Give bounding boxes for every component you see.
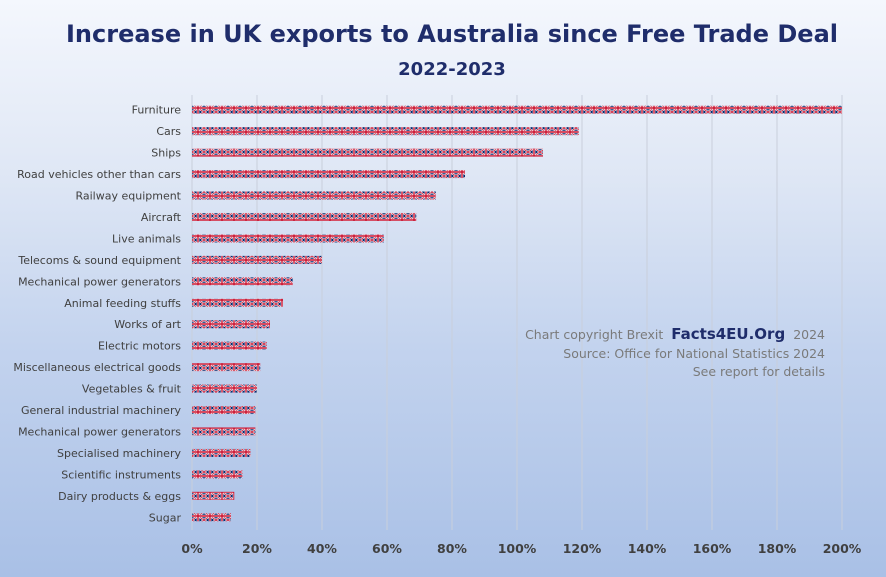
x-tick-labels: 0% 20% 40% 60% 80% 100% 120% 140% 160% 180% 200%: [181, 541, 861, 556]
x-tick-label: 100%: [498, 541, 537, 556]
category-label: Works of art: [114, 318, 181, 331]
category-label: Mechanical power generators: [18, 275, 181, 288]
copyright-prefix: Chart copyright Brexit: [525, 327, 663, 342]
bar: [192, 384, 257, 393]
category-label: Cars: [156, 125, 181, 138]
bar: [192, 406, 256, 415]
bar: [192, 277, 293, 286]
chart-subtitle: 2022-2023: [398, 59, 506, 80]
category-label: Specialised machinery: [57, 447, 181, 460]
chart-title: Increase in UK exports to Australia sinc…: [66, 20, 838, 48]
category-label: Scientific instruments: [61, 468, 181, 481]
copyright-year: 2024: [793, 327, 825, 342]
bars: [192, 105, 842, 522]
x-tick-label: 40%: [307, 541, 337, 556]
source-note: Source: Office for National Statistics 2…: [563, 346, 825, 361]
x-tick-label: 60%: [372, 541, 402, 556]
category-label: Electric motors: [98, 340, 181, 353]
category-label: General industrial machinery: [21, 404, 182, 417]
copyright-note: Chart copyright Brexit Facts4EU.Org 2024: [525, 325, 825, 343]
category-labels: Furniture Cars Ships Road vehicles other th…: [13, 104, 181, 525]
bar: [192, 234, 384, 243]
x-tick-label: 200%: [823, 541, 862, 556]
x-tick-label: 140%: [628, 541, 667, 556]
bar: [192, 491, 235, 500]
x-tick-label: 180%: [758, 541, 797, 556]
bar: [192, 212, 417, 221]
category-label: Dairy products & eggs: [58, 490, 181, 503]
bar: [192, 363, 261, 372]
category-label: Miscellaneous electrical goods: [13, 361, 181, 374]
x-tick-label: 0%: [181, 541, 203, 556]
category-label: Animal feeding stuffs: [64, 297, 181, 310]
category-label: Sugar: [149, 511, 182, 524]
category-label: Ships: [151, 147, 181, 160]
gridlines: [191, 95, 843, 530]
bar: [192, 470, 243, 479]
bar: [192, 448, 251, 457]
bar: [192, 127, 579, 136]
category-label: Live animals: [112, 232, 181, 245]
category-label: Furniture: [132, 104, 182, 117]
bar: [192, 341, 267, 350]
category-label: Road vehicles other than cars: [17, 168, 181, 181]
bar: [192, 170, 465, 179]
bar: [192, 320, 270, 329]
bar: [192, 255, 322, 264]
category-label: Mechanical power generators: [18, 425, 181, 438]
x-tick-label: 120%: [563, 541, 602, 556]
bar: [192, 148, 543, 157]
x-tick-label: 160%: [693, 541, 732, 556]
bar: [192, 298, 283, 307]
bar: [192, 427, 256, 436]
category-label: Railway equipment: [75, 190, 181, 203]
category-label: Vegetables & fruit: [82, 383, 182, 396]
report-note: See report for details: [693, 364, 825, 379]
bar: [192, 105, 842, 114]
brand-name: Facts4EU.Org: [671, 325, 785, 343]
category-label: Aircraft: [141, 211, 182, 224]
x-tick-label: 20%: [242, 541, 272, 556]
bar: [192, 513, 231, 522]
x-tick-label: 80%: [437, 541, 467, 556]
category-label: Telecoms & sound equipment: [17, 254, 181, 267]
bar: [192, 191, 436, 200]
